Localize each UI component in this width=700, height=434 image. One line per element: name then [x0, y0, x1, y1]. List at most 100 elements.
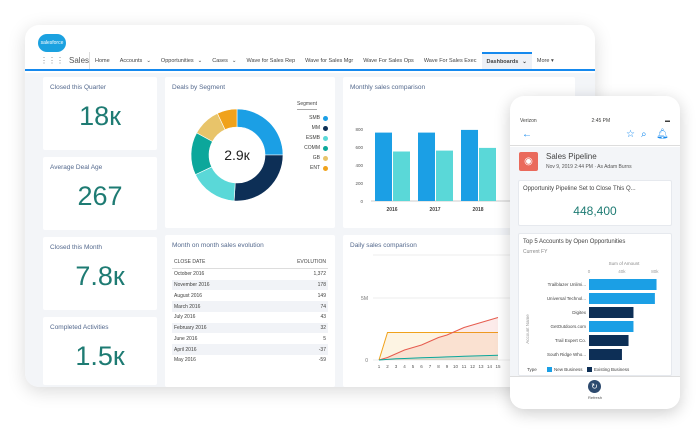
- bar-2018-1[interactable]: [479, 147, 496, 201]
- bar-2017-0[interactable]: [418, 132, 435, 201]
- kpi-title: Closed this Quarter: [50, 84, 106, 91]
- y-tick-label: 5M: [361, 296, 368, 302]
- legend-swatch: [323, 135, 328, 141]
- y-tick-label: 0: [360, 199, 363, 204]
- category-label: GetOutdoors.com: [550, 324, 586, 329]
- search-icon[interactable]: ⌕: [641, 129, 647, 140]
- donut-slice-ent[interactable]: [217, 108, 238, 131]
- kpi-card[interactable]: Average Deal Age 267: [43, 157, 157, 230]
- x-tick-label: 6: [420, 364, 423, 369]
- legend-swatch: [587, 367, 592, 372]
- x-axis-title: Sum of Amount: [609, 261, 641, 266]
- x-tick-label: 8: [437, 364, 440, 369]
- bar-2016-0[interactable]: [375, 132, 392, 201]
- x-tick-label: 2018: [472, 207, 483, 213]
- account-bar[interactable]: [589, 293, 655, 304]
- kpi-card[interactable]: Closed this Month 7.8к: [43, 237, 157, 310]
- x-tick-label: 1: [378, 364, 381, 369]
- top-accounts-card: Top 5 Accounts by Open Opportunities Cur…: [518, 233, 672, 376]
- table-row: November 2016 178: [172, 279, 328, 291]
- donut-chart: [190, 108, 284, 202]
- category-label: Digitex: [572, 310, 587, 315]
- phone-frame: Verizon 2:45 PM ▬ ← ☆ ⌕ 🔔︎ ◉ Sales Pipelin…: [510, 96, 680, 409]
- x-tick-label: 2016: [386, 207, 397, 213]
- kpi-value: 448,400: [573, 204, 617, 218]
- back-arrow-icon[interactable]: ←: [522, 129, 532, 140]
- legend-title: Segment: [297, 101, 318, 110]
- legend-swatch: [323, 125, 328, 131]
- battery-icon: ▬: [665, 118, 670, 124]
- line-series-1[interactable]: [378, 317, 499, 361]
- y-tick-label: 600: [355, 145, 363, 150]
- line-series-2[interactable]: [378, 354, 499, 361]
- bell-icon[interactable]: 🔔︎: [656, 129, 669, 140]
- chevron-down-icon[interactable]: ⌄: [231, 57, 237, 64]
- chevron-down-icon[interactable]: ⌄: [522, 58, 527, 65]
- y-tick-label: 800: [355, 127, 363, 132]
- x-tick-label: 80k: [651, 269, 659, 274]
- legend-item: SMB: [290, 113, 328, 123]
- category-label: Trail Expert Co.: [555, 338, 586, 343]
- legend-swatch: [323, 115, 328, 121]
- nav-item-wave-for-sales-exec[interactable]: Wave For Sales Exec: [423, 57, 477, 64]
- nav-item-opportunities[interactable]: Opportunities ⌄: [160, 57, 203, 64]
- legend-label: Existing Business: [594, 367, 630, 372]
- legend-item: GB: [290, 153, 328, 163]
- nav-item-dashboards[interactable]: Dashboards ⌄: [481, 52, 532, 69]
- kpi-card[interactable]: Closed this Quarter 18к: [43, 77, 157, 150]
- nav-item-wave-for-sales-rep[interactable]: Wave for Sales Rep: [246, 57, 296, 64]
- dashboard-content: Closed this Quarter 18к Average Deal Age 26…: [25, 73, 595, 387]
- phone-footer: ↻ Refresh: [510, 376, 680, 409]
- legend-item: COMM: [290, 143, 328, 153]
- chevron-down-icon[interactable]: ⌄: [146, 57, 151, 64]
- nav-item-wave-for-sales-ops[interactable]: Wave For Sales Ops: [363, 57, 414, 64]
- refresh-button[interactable]: Refresh: [587, 395, 602, 400]
- table-row: April 2016 -37: [172, 344, 328, 356]
- deals-by-segment-card: Deals by Segment 2.9к Segment SMB MM ESMB C…: [165, 77, 335, 228]
- legend-item: ENT: [290, 163, 328, 173]
- account-bar[interactable]: [589, 321, 634, 332]
- line-series-0[interactable]: [378, 332, 498, 361]
- kpi-value: 18к: [79, 101, 121, 131]
- monthly-bar-chart: 0 200 400 600 800 2016 2017 2018: [355, 127, 575, 213]
- kpi-card[interactable]: Completed Activities 1.5к: [43, 317, 157, 385]
- x-tick-label: 40k: [618, 269, 626, 274]
- chevron-down-icon[interactable]: ⌄: [197, 57, 203, 64]
- salesforce-logo[interactable]: salesforce: [38, 34, 66, 52]
- nav-item-home[interactable]: Home: [95, 57, 110, 64]
- tablet-frame: salesforce ⋮⋮⋮ Sales Home Accounts ⌄ Opport…: [25, 25, 595, 387]
- nav-item-accounts[interactable]: Accounts ⌄: [119, 57, 151, 64]
- x-tick-label: 0: [588, 269, 591, 274]
- status-bar: Verizon 2:45 PM ▬: [520, 118, 670, 124]
- nav-item-cases[interactable]: Cases ⌄: [212, 57, 237, 64]
- area-series-1: [379, 317, 498, 360]
- dashboard-title: Sales Pipeline: [546, 152, 597, 161]
- nav-item-more-[interactable]: More ▾: [536, 57, 554, 64]
- bar-2018-0[interactable]: [461, 129, 478, 201]
- dashboard-icon: ◉: [519, 152, 538, 171]
- star-icon[interactable]: ☆: [626, 129, 635, 140]
- refresh-icon[interactable]: ↻: [588, 380, 601, 393]
- nav-item-wave-for-sales-mgr[interactable]: Wave for Sales Mgr: [305, 57, 354, 64]
- table-row: June 2016 5: [174, 335, 326, 342]
- legend-swatch: [323, 145, 328, 151]
- category-label: South Ridge Who...: [547, 352, 586, 357]
- account-bar[interactable]: [589, 279, 657, 290]
- legend-swatch: [323, 155, 328, 161]
- account-bar[interactable]: [589, 335, 629, 346]
- category-label: Universal Technol...: [547, 296, 586, 301]
- pipeline-kpi-card[interactable]: Opportunity Pipeline Set to Close This Q…: [518, 180, 672, 226]
- x-tick-label: 12: [470, 364, 476, 369]
- account-bar[interactable]: [589, 307, 634, 318]
- x-tick-label: 9: [446, 364, 449, 369]
- bar-2017-1[interactable]: [436, 150, 453, 201]
- x-tick-label: 4: [403, 364, 406, 369]
- account-bar[interactable]: [589, 349, 622, 360]
- donut-center-value: 2.9к: [224, 147, 250, 163]
- bar-2016-1[interactable]: [393, 151, 410, 202]
- kpi-title: Completed Activities: [50, 324, 109, 331]
- table-row: July 2016 43: [174, 314, 326, 321]
- app-launcher[interactable]: ⋮⋮⋮ Sales: [25, 52, 91, 69]
- table-row: February 2016 32: [172, 322, 328, 334]
- y-tick-label: 400: [355, 163, 363, 168]
